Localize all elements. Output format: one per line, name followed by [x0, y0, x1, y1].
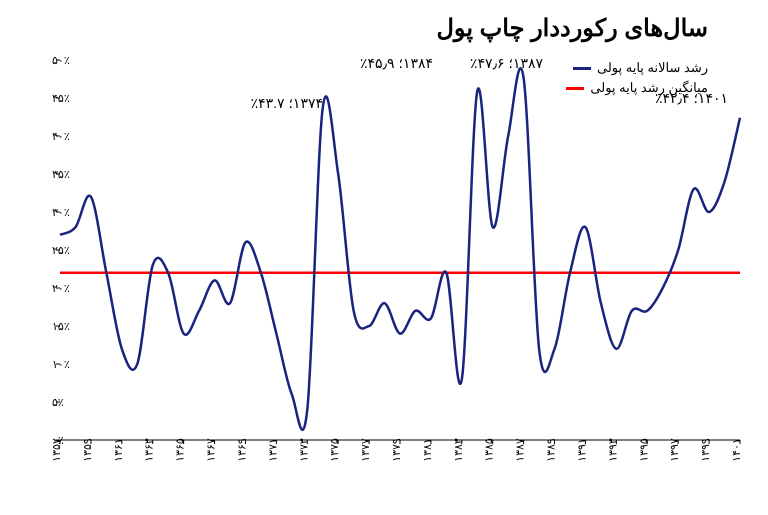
- x-tick-label: ۱۳۷۹: [391, 438, 403, 462]
- x-tick-label: ۱۳۵۷: [51, 438, 63, 462]
- x-tick-label: ۱۳۷۱: [267, 438, 279, 462]
- y-tick-label: ۴۰٪: [52, 131, 70, 143]
- x-tick-label: ۱۳۹۱: [576, 438, 588, 462]
- x-tick-label: ۱۳۵۹: [82, 438, 94, 462]
- y-tick-label: ۴۵٪: [52, 93, 70, 105]
- x-tick-label: ۱۳۸۵: [484, 438, 496, 462]
- x-tick-label: ۱۳۸۹: [546, 438, 558, 462]
- x-tick-label: ۱۳۶۷: [206, 438, 218, 462]
- y-tick-label: ۲۰٪: [52, 283, 70, 295]
- x-tick-label: ۱۳۹۷: [669, 438, 681, 462]
- y-tick-label: ۱۰٪: [52, 359, 70, 371]
- y-tick-label: ۳۰٪: [52, 207, 70, 219]
- y-tick-label: ۳۵٪: [52, 169, 70, 181]
- x-tick-label: ۱۳۸۷: [515, 438, 527, 462]
- x-tick-label: ۱۳۸۳: [453, 438, 465, 462]
- x-tick-label: ۱۴۰۱: [731, 438, 743, 462]
- chart-container: سال‌های رکورددار چاپ پول رشد سالانه پایه…: [0, 0, 768, 515]
- x-tick-label: ۱۳۹۵: [638, 438, 650, 462]
- y-tick-label: ۵۰٪: [52, 55, 70, 67]
- x-tick-label: ۱۳۷۳: [298, 438, 310, 462]
- x-tick-label: ۱۳۶۹: [236, 438, 248, 462]
- y-tick-label: ۱۵٪: [52, 321, 70, 333]
- x-tick-label: ۱۳۶۵: [175, 438, 187, 462]
- x-tick-label: ۱۳۸۱: [422, 438, 434, 462]
- x-tick-label: ۱۳۶۱: [113, 438, 125, 462]
- y-tick-label: ۲۵٪: [52, 245, 70, 257]
- growth-line: [60, 68, 740, 430]
- x-tick-label: ۱۳۹۹: [700, 438, 712, 462]
- x-tick-label: ۱۳۷۷: [360, 438, 372, 462]
- chart-svg: ۰٪۵٪۱۰٪۱۵٪۲۰٪۲۵٪۳۰٪۳۵٪۴۰٪۴۵٪۵۰٪۱۳۵۷۱۳۵۹۱…: [0, 0, 768, 515]
- y-tick-label: ۵٪: [52, 397, 64, 409]
- x-tick-label: ۱۳۹۳: [607, 438, 619, 462]
- x-tick-label: ۱۳۶۳: [144, 438, 156, 462]
- x-tick-label: ۱۳۷۵: [329, 438, 341, 462]
